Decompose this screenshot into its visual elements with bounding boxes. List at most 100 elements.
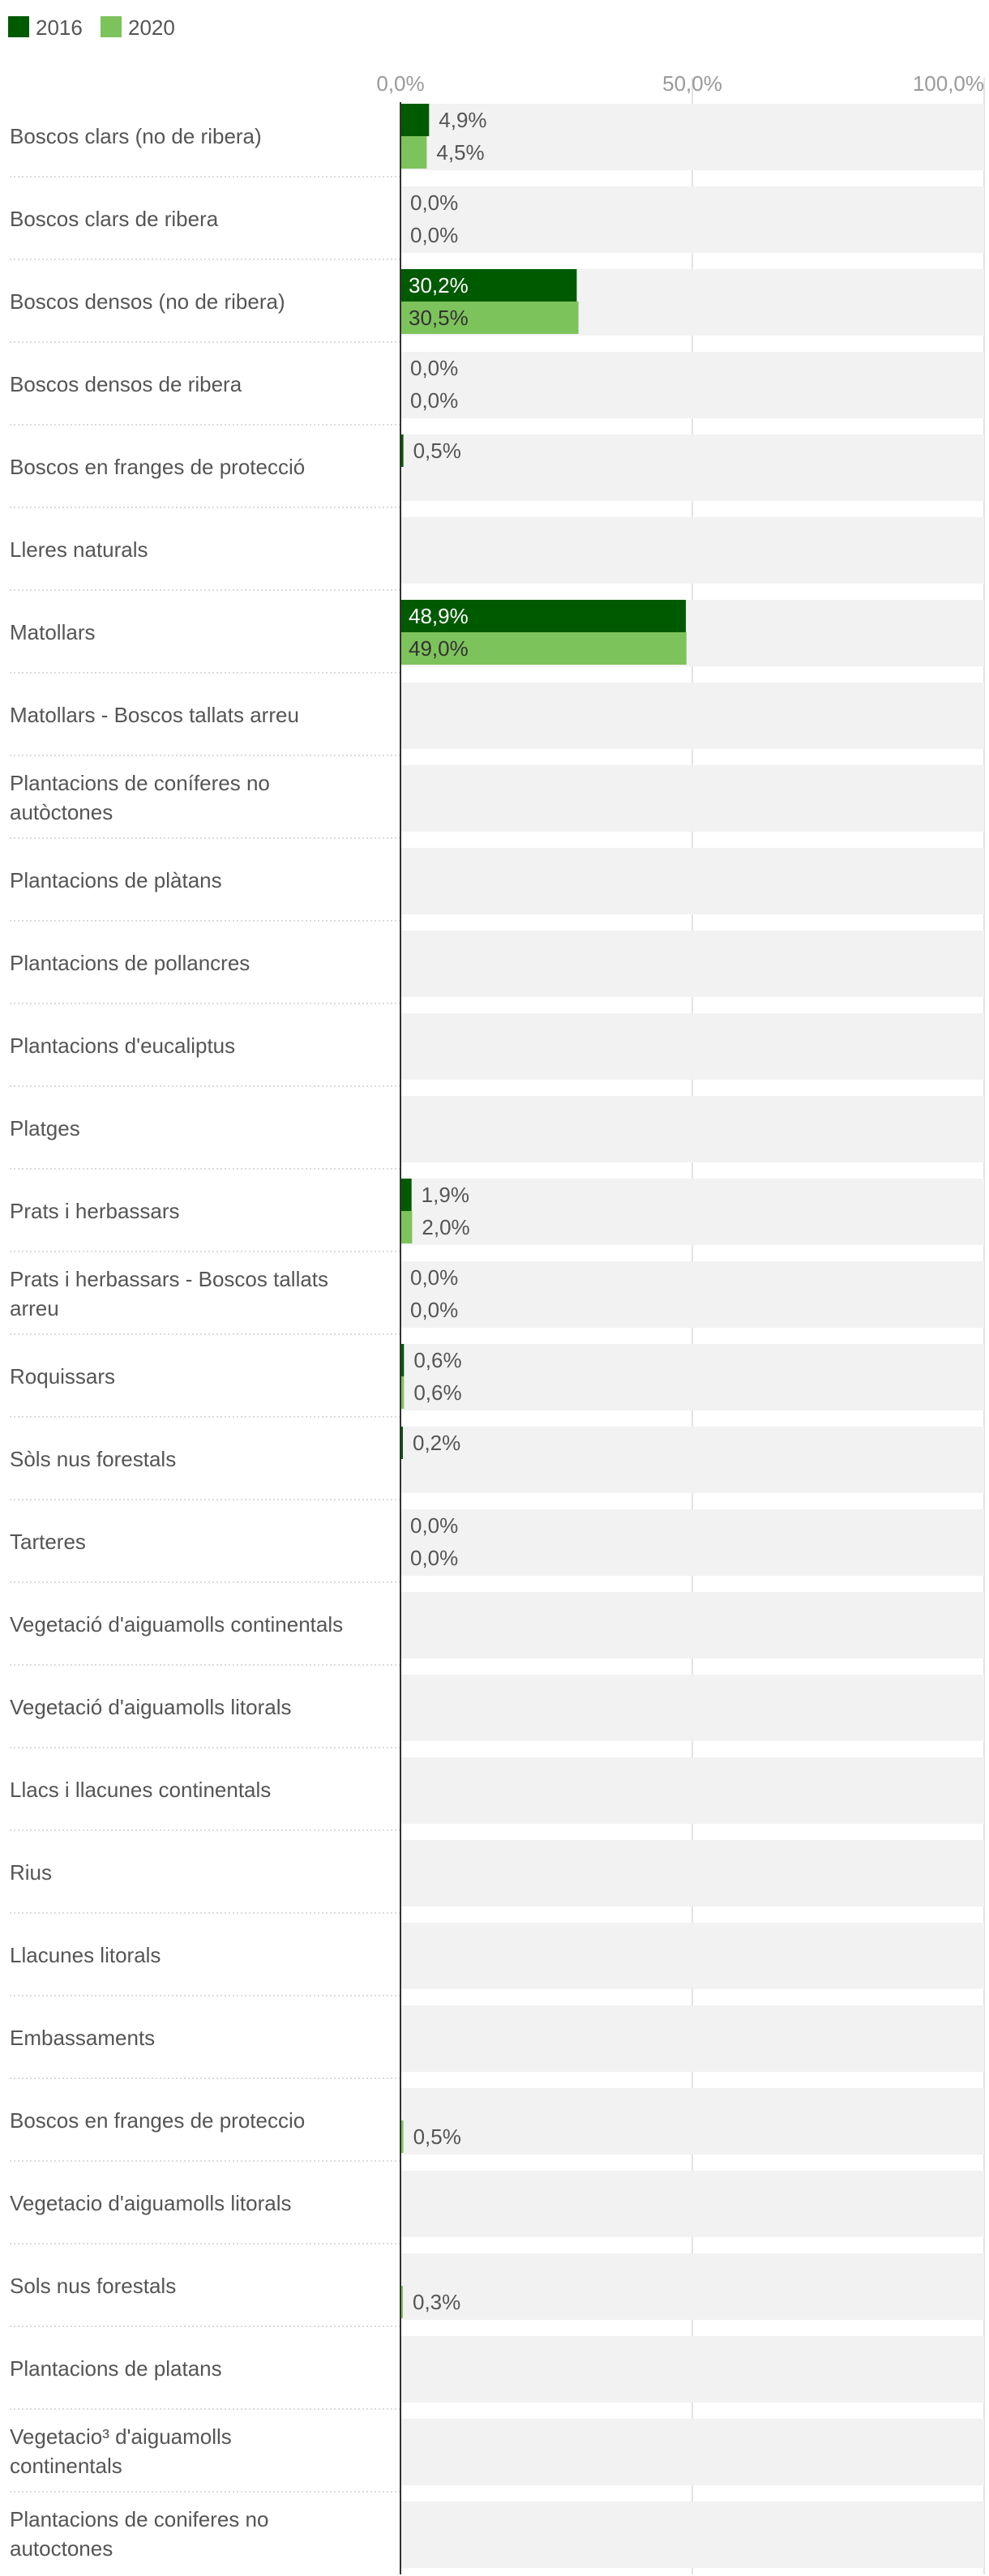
row-band (400, 1509, 984, 1576)
value-label-2020: 0,0% (410, 1546, 458, 1570)
bar-2016 (400, 1179, 412, 1211)
row-band (400, 2501, 984, 2568)
bar-2016 (400, 104, 430, 136)
value-label-2016: 0,0% (410, 1265, 458, 1290)
category-label: Prats i herbassars - Boscos tallats arreu (10, 1267, 328, 1320)
value-label-2016: 0,0% (410, 190, 458, 215)
row-band (400, 2336, 984, 2403)
category-label: Boscos en franges de proteccio (10, 2108, 305, 2133)
value-label-2016: 4,9% (439, 108, 486, 132)
row-band (400, 186, 984, 253)
category-label: Vegetació d'aiguamolls continentals (10, 1612, 343, 1637)
row-band (400, 1096, 984, 1162)
tick-label: 50,0% (662, 71, 722, 96)
category-label: Plantacions de platans (10, 2356, 222, 2381)
legend-swatch-2020 (101, 16, 122, 37)
category-label: Plantacions de coniferes no autoctones (10, 2507, 268, 2561)
row-band (400, 2419, 984, 2485)
row-band (400, 848, 984, 914)
category-label: Plantacions d'eucaliptus (10, 1033, 235, 1058)
category-label: Boscos clars de ribera (10, 207, 219, 231)
category-label: Llacs i llacunes continentals (10, 1778, 271, 1802)
category-label: Matollars - Boscos tallats arreu (10, 703, 299, 727)
bar-2020 (400, 136, 427, 169)
category-label: Tarteres (10, 1530, 86, 1554)
row-band (400, 1592, 984, 1658)
row-band (400, 1757, 984, 1824)
bar-2020 (400, 302, 579, 334)
row-band (400, 1013, 984, 1080)
value-label-2016: 0,0% (410, 356, 458, 380)
axis: 0,0% 50,0% 100,0% (376, 71, 984, 2574)
value-label-2016: 0,5% (413, 439, 461, 463)
category-label: Roquissars (10, 1364, 115, 1389)
bar-2020 (400, 632, 687, 665)
bar-2020 (400, 2120, 404, 2153)
value-label-2020: 30,5% (409, 306, 469, 330)
bar-2016 (400, 434, 404, 467)
category-label: Plantacions de plàtans (10, 868, 222, 892)
value-label-2016: 0,2% (413, 1431, 460, 1455)
value-label-2020: 0,6% (413, 1380, 461, 1405)
row-band (400, 1344, 984, 1410)
row-band (400, 104, 984, 170)
row-band (400, 1840, 984, 1906)
row-band (400, 352, 984, 418)
bar-2016 (400, 1344, 405, 1376)
category-label: Sols nus forestals (10, 2274, 176, 2298)
category-label: Llacunes litorals (10, 1943, 161, 1967)
value-label-2020: 0,0% (410, 1298, 458, 1322)
value-label-2016: 1,9% (422, 1183, 469, 1207)
value-label-2020: 0,0% (410, 223, 458, 247)
category-label: Embassaments (10, 2026, 155, 2050)
category-label: Prats i herbassars (10, 1199, 180, 1223)
row-band (400, 1675, 984, 1741)
row-band (400, 1261, 984, 1328)
row-band (400, 517, 984, 584)
value-label-2016: 0,0% (410, 1513, 458, 1538)
row-band (400, 1427, 984, 1493)
value-label-2020: 0,3% (413, 2290, 460, 2314)
value-label-2020: 2,0% (422, 1215, 469, 1239)
category-label: Boscos clars (no de ribera) (10, 124, 262, 148)
value-label-2016: 48,9% (409, 604, 469, 628)
legend: 2016 2020 (8, 15, 175, 40)
category-label: Matollars (10, 620, 95, 644)
value-label-2016: 0,6% (413, 1348, 461, 1372)
row-band (400, 931, 984, 997)
row-band (400, 683, 984, 749)
value-label-2020: 0,0% (410, 388, 458, 413)
value-label-2020: 49,0% (409, 636, 469, 661)
category-label: Lleres naturals (10, 537, 148, 562)
value-label-2016: 30,2% (409, 273, 469, 297)
bar-2016 (400, 269, 577, 302)
row-band (400, 434, 984, 501)
row-band (400, 1179, 984, 1245)
category-label: Boscos densos (no de ribera) (10, 289, 285, 314)
row-band (400, 2088, 984, 2155)
category-label: Vegetacio d'aiguamolls litorals (10, 2191, 292, 2215)
legend-label-2016: 2016 (36, 15, 83, 40)
value-label-2020: 4,5% (436, 140, 484, 165)
row-band (400, 1923, 984, 1989)
tick-label: 100,0% (913, 71, 984, 96)
row-band (400, 2171, 984, 2237)
value-label-2020: 0,5% (413, 2125, 461, 2149)
category-label: Plantacions de coníferes no autòctones (10, 771, 270, 824)
category-label: Platges (10, 1116, 80, 1140)
row-band (400, 765, 984, 832)
category-label: Vegetacio³ d'aiguamolls continentals (10, 2424, 232, 2478)
bar-2020 (400, 2286, 403, 2318)
bar-2020 (400, 1376, 405, 1409)
tick-label: 0,0% (376, 71, 424, 96)
legend-swatch-2016 (8, 16, 29, 37)
legend-label-2020: 2020 (128, 15, 175, 40)
category-label: Sòls nus forestals (10, 1447, 176, 1471)
rows: Boscos clars (no de ribera) 4,9% 4,5% Bosco… (10, 104, 984, 2568)
category-label: Boscos densos de ribera (10, 372, 242, 396)
category-label: Plantacions de pollancres (10, 951, 250, 975)
bar-2016 (400, 600, 687, 632)
category-label: Rius (10, 1860, 52, 1885)
row-band (400, 2005, 984, 2072)
